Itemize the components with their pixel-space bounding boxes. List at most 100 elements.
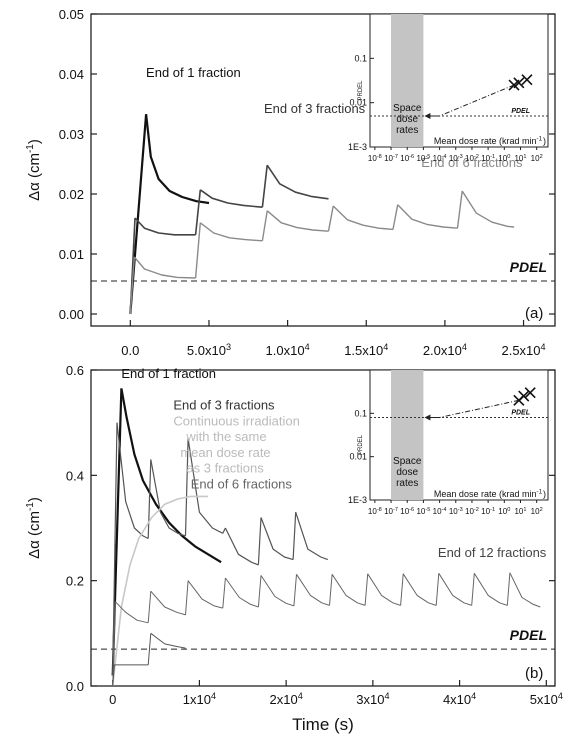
- inset-point: [524, 387, 536, 399]
- x-tick-label: 5.0x103: [187, 342, 231, 358]
- series-line: [296, 574, 330, 606]
- series-line: [293, 574, 297, 606]
- y-tick-label: 0.01: [59, 247, 84, 262]
- inset-y-label: PRDEL: [358, 80, 364, 101]
- series-line: [114, 601, 149, 624]
- series-line: [260, 575, 295, 607]
- x-tick-label: 0.0: [121, 343, 139, 358]
- series-line: [112, 601, 116, 687]
- inset-x-tick-label-base: 10: [433, 507, 442, 516]
- inset-x-tick-label-base: 10: [465, 507, 474, 516]
- panel-label: (b): [525, 665, 543, 682]
- series-3: [129, 190, 515, 315]
- inset-x-tick-label-sup: -8: [377, 507, 382, 513]
- inset-x-tick-label-sup: -1: [490, 507, 495, 513]
- series-line: [134, 217, 196, 236]
- inset-x-tick-label-base: 10: [384, 507, 393, 516]
- series-2: [112, 422, 329, 676]
- inset-x-label-base: Mean dose rate (krad min: [434, 136, 537, 146]
- series-line: [461, 190, 515, 228]
- annotation: with the same: [185, 429, 266, 444]
- series-line: [364, 573, 369, 606]
- x-tick-label-base: 2.5x10: [501, 343, 540, 358]
- inset-x-tick-label-sup: -3: [458, 507, 463, 513]
- x-tick-label-sup: 4: [558, 691, 563, 701]
- annotation: End of 6 fractions: [421, 155, 523, 170]
- series-line: [222, 577, 226, 609]
- inset-x-tick-label-base: 10: [368, 154, 377, 163]
- inset-x-tick-label: 10-7: [384, 507, 398, 516]
- inset-arrow-head: [424, 414, 431, 421]
- plot-frame: [90, 369, 556, 687]
- inset-y-tick-label: 0.01: [349, 452, 367, 462]
- inset-x-tick-label: 10-2: [465, 507, 479, 516]
- inset-x-tick-label: 10-7: [384, 154, 398, 163]
- x-tick-label-base: 1.5x10: [344, 343, 383, 358]
- series-line: [187, 438, 224, 534]
- inset-x-tick-label: 10-8: [368, 507, 382, 516]
- inset-x-tick-label-sup: -3: [458, 154, 463, 160]
- y-tick-label: 0.05: [59, 7, 84, 22]
- series-line: [266, 164, 329, 200]
- series-line: [402, 573, 437, 606]
- inset-x-tick-label-sup: -6: [409, 507, 414, 513]
- series-line: [295, 512, 329, 561]
- pdel-label: PDEL: [510, 627, 547, 643]
- series-line: [332, 205, 394, 231]
- x-tick-label-base: 1.0x10: [266, 343, 305, 358]
- series-line: [224, 577, 259, 608]
- y-axis-label-text: Δα (cm: [26, 511, 43, 559]
- inset-x-tick-label-sup: 0: [507, 507, 510, 513]
- inset-x-tick-label-base: 10: [368, 507, 377, 516]
- series-line: [116, 422, 149, 540]
- inset-y-tick-label: 0.1: [354, 408, 367, 418]
- x-tick-label: 2x104: [270, 691, 303, 707]
- inset-x-tick-label-base: 10: [416, 154, 425, 163]
- x-tick-label-base: 2.0x10: [423, 343, 462, 358]
- inset-x-tick-label: 102: [531, 507, 543, 516]
- annotation: mean dose rate: [180, 445, 270, 460]
- series-line: [331, 574, 366, 606]
- series-line: [257, 517, 262, 565]
- inset-x-tick-label-base: 10: [481, 154, 490, 163]
- space-band-label: dose: [396, 114, 418, 125]
- inset-x-tick-label-sup: 1: [523, 507, 526, 513]
- series-line: [112, 664, 149, 687]
- inset-x-tick-label: 102: [531, 154, 543, 163]
- inset-point: [513, 77, 525, 89]
- inset-x-tick-label: 101: [514, 507, 526, 516]
- inset-y-label: PRDEL: [358, 434, 364, 455]
- inset-x-label-close: ): [543, 489, 546, 499]
- y-tick-label: 0.0: [66, 679, 84, 694]
- inset-x-tick-label: 10-1: [481, 154, 495, 163]
- series-line: [261, 165, 268, 208]
- inset-x-tick-label-sup: -1: [490, 154, 495, 160]
- inset-x-tick-label: 10-3: [449, 154, 463, 163]
- inset-x-tick-label-base: 10: [531, 507, 540, 516]
- series-3: [111, 495, 209, 687]
- panel-label: (a): [525, 305, 543, 322]
- inset-x-tick-label-base: 10: [514, 507, 523, 516]
- series-line: [150, 632, 186, 649]
- annotation: End of 3 fractions: [264, 101, 366, 116]
- y-axis-label-sup: -1: [25, 502, 36, 511]
- series-line: [471, 573, 475, 606]
- series-line: [199, 222, 263, 242]
- inset-pdel-label: PDEL: [511, 108, 530, 115]
- panel-b: 0.00.20.40.60 1x104 2x104 3x104 4x104 5x104PD…: [25, 363, 563, 734]
- inset-x-tick-label-sup: 0: [507, 154, 510, 160]
- y-axis-label-sup: -1: [25, 144, 36, 153]
- series-5: [112, 632, 186, 687]
- series-line: [292, 512, 297, 560]
- inset-x-tick-label: 10-4: [433, 507, 447, 516]
- inset-x-tick-label-base: 10: [400, 154, 409, 163]
- inset-arrow-head: [424, 113, 431, 120]
- y-axis-label-close: ): [26, 497, 43, 502]
- x-tick-label-sup: 4: [211, 691, 216, 701]
- inset-x-tick-label-base: 10: [498, 154, 507, 163]
- y-axis-label: Δα (cm-1): [25, 139, 43, 201]
- series-line: [438, 573, 472, 606]
- series-line: [199, 189, 263, 208]
- x-tick-label-sup: 4: [471, 691, 476, 701]
